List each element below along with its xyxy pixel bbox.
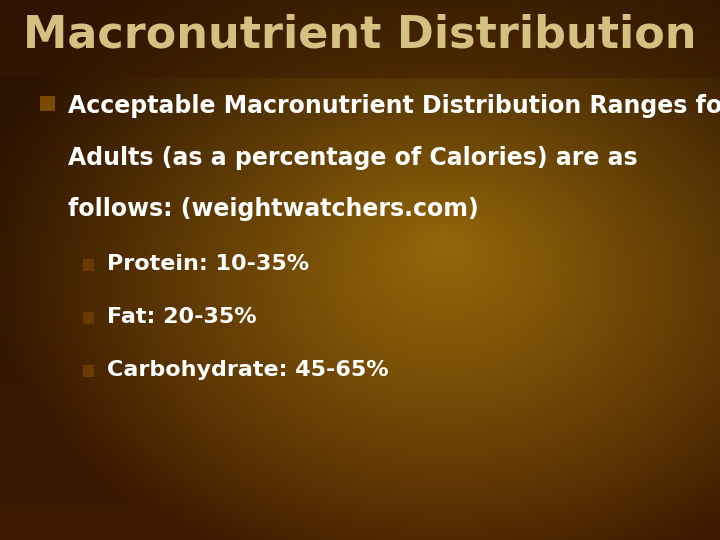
Text: Adults (as a percentage of Calories) are as: Adults (as a percentage of Calories) are… [68,146,638,170]
Text: Acceptable Macronutrient Distribution Ranges for: Acceptable Macronutrient Distribution Ra… [68,94,720,118]
Text: Carbohydrate: 45-65%: Carbohydrate: 45-65% [107,360,388,380]
Text: Fat: 20-35%: Fat: 20-35% [107,307,256,327]
Bar [83,312,94,324]
Text: Macronutrient Distribution: Macronutrient Distribution [23,14,697,57]
Bar [40,96,55,111]
Text: follows: (weightwatchers.com): follows: (weightwatchers.com) [68,197,479,221]
Bar [83,259,94,271]
Text: Protein: 10-35%: Protein: 10-35% [107,254,309,274]
Bar [83,365,94,377]
Bar [0,0,720,78]
